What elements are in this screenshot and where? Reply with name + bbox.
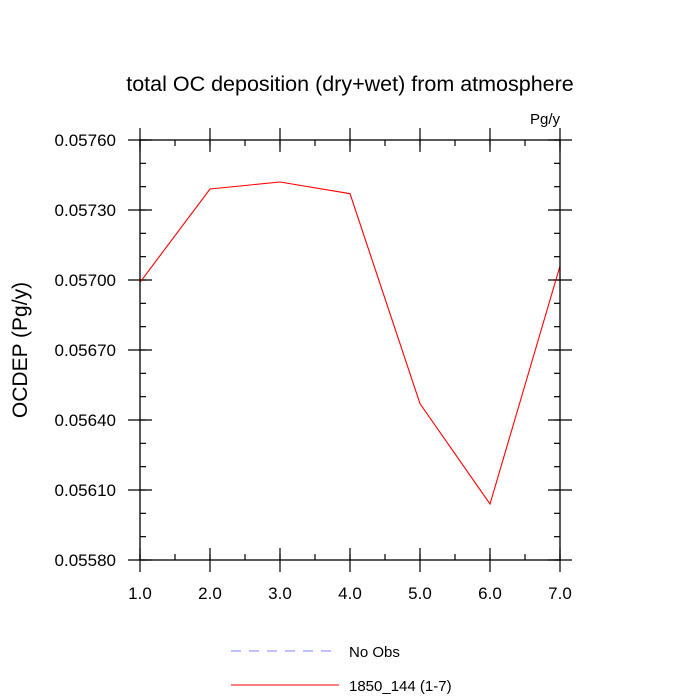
y-tick-labels: 0.05580 0.05610 0.05640 0.05670 0.05700 0.057… (55, 131, 116, 570)
legend-label: No Obs (349, 644, 400, 661)
series-layer (139, 181, 561, 506)
x-tick-labels: 1.0 2.0 3.0 4.0 5.0 6.0 7.0 (128, 584, 572, 603)
y-tick-label: 0.05760 (55, 131, 116, 150)
legend: No Obs 1850_144 (1-7) (231, 644, 452, 695)
legend-label: 1850_144 (1-7) (349, 678, 452, 695)
x-tick-label: 5.0 (408, 584, 432, 603)
series-line (139, 181, 561, 506)
plot-frame (139, 139, 561, 561)
x-tick-label: 2.0 (198, 584, 222, 603)
x-tick-label: 3.0 (268, 584, 292, 603)
x-tick-label: 6.0 (478, 584, 502, 603)
units-label: Pg/y (530, 111, 561, 128)
y-axis-label: OCDEP (Pg/y) (9, 282, 32, 418)
y-tick-label: 0.05580 (55, 551, 116, 570)
x-tick-label: 7.0 (548, 584, 572, 603)
x-tick-label: 1.0 (128, 584, 152, 603)
chart-title: total OC deposition (dry+wet) from atmos… (126, 72, 574, 96)
x-tick-label: 4.0 (338, 584, 362, 603)
y-tick-label: 0.05610 (55, 481, 116, 500)
y-tick-label: 0.05640 (55, 411, 116, 430)
y-tick-label: 0.05670 (55, 341, 116, 360)
y-tick-label: 0.05700 (55, 271, 116, 290)
y-tick-label: 0.05730 (55, 201, 116, 220)
